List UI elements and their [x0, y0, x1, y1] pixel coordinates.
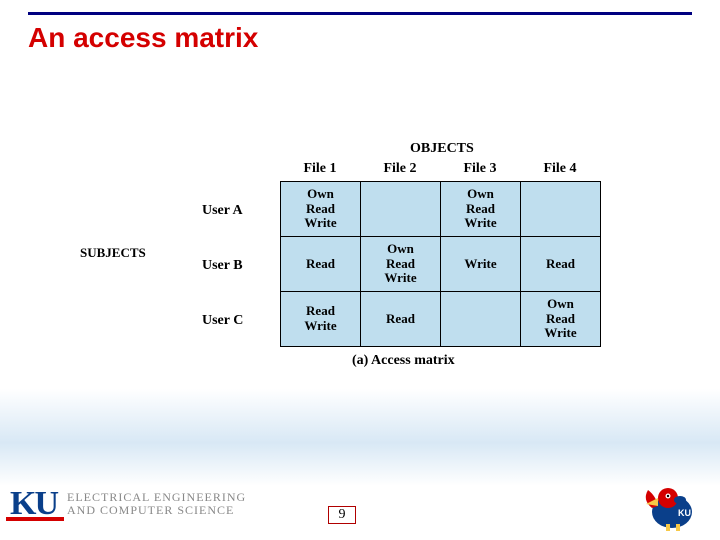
col-header: File 1 [280, 161, 360, 177]
matrix-cell [441, 292, 521, 347]
matrix-cell [361, 182, 441, 237]
row-header: User A [202, 183, 243, 238]
table-row: Read OwnReadWrite Write Read [281, 237, 601, 292]
objects-label: OBJECTS [410, 141, 474, 157]
page-title: An access matrix [28, 22, 258, 54]
col-header: File 3 [440, 161, 520, 177]
matrix-caption: (a) Access matrix [352, 353, 455, 369]
matrix-cell: OwnReadWrite [441, 182, 521, 237]
footer: KU ELECTRICAL ENGINEERING AND COMPUTER S… [0, 470, 720, 540]
matrix-table: OwnReadWrite OwnReadWrite Read OwnReadWr… [280, 181, 601, 347]
subjects-label: SUBJECTS [80, 245, 146, 261]
table-row: OwnReadWrite OwnReadWrite [281, 182, 601, 237]
page-number: 9 [328, 506, 356, 524]
matrix-cell: OwnReadWrite [521, 292, 601, 347]
matrix-cell: ReadWrite [281, 292, 361, 347]
title-underline [28, 12, 692, 15]
row-header: User B [202, 238, 243, 293]
matrix-cell [521, 182, 601, 237]
table-row: ReadWrite Read OwnReadWrite [281, 292, 601, 347]
ku-logo: KU ELECTRICAL ENGINEERING AND COMPUTER S… [10, 480, 310, 528]
matrix-cell: Read [361, 292, 441, 347]
dept-line2: AND COMPUTER SCIENCE [67, 504, 246, 517]
column-headers: File 1 File 2 File 3 File 4 [280, 161, 600, 177]
ku-red-bar [6, 517, 64, 521]
row-header: User C [202, 293, 243, 348]
department-name: ELECTRICAL ENGINEERING AND COMPUTER SCIE… [67, 491, 246, 516]
col-header: File 4 [520, 161, 600, 177]
jayhawk-icon: KU [638, 476, 702, 532]
matrix-cell: OwnReadWrite [281, 182, 361, 237]
col-header: File 2 [360, 161, 440, 177]
matrix-cell: Read [521, 237, 601, 292]
slide: An access matrix OBJECTS SUBJECTS File 1… [0, 0, 720, 540]
matrix-cell: Write [441, 237, 521, 292]
matrix-cell: Read [281, 237, 361, 292]
matrix-cell: OwnReadWrite [361, 237, 441, 292]
ku-mark-icon: KU [10, 485, 57, 523]
svg-text:KU: KU [678, 508, 691, 518]
row-headers: User A User B User C [202, 183, 243, 348]
